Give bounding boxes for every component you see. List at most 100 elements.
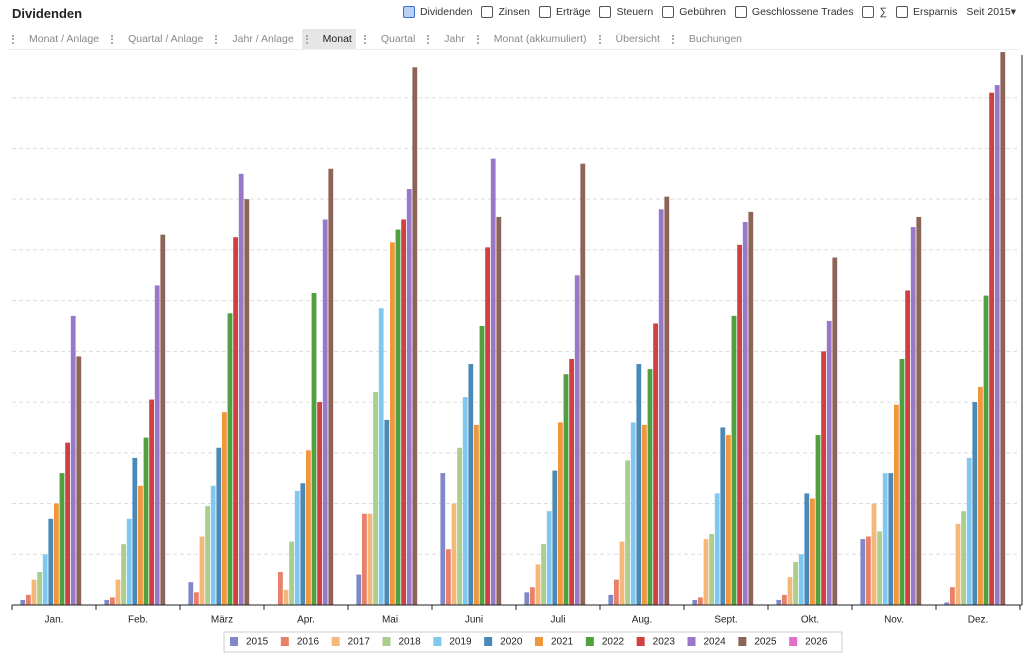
bar	[787, 577, 793, 605]
bar	[356, 574, 362, 605]
tab[interactable]: Quartal / Anlage	[107, 29, 207, 49]
bar	[367, 513, 373, 605]
bar	[832, 257, 838, 605]
tab[interactable]: Jahr	[423, 29, 468, 49]
bar	[210, 485, 216, 605]
bar	[496, 216, 502, 605]
bar	[194, 592, 199, 605]
bar	[373, 391, 378, 605]
tab[interactable]: Übersicht	[595, 29, 664, 49]
tab-icon	[111, 34, 123, 44]
bar	[726, 435, 731, 605]
bar	[955, 523, 961, 605]
toolbar-item[interactable]: Gebühren	[662, 6, 726, 18]
bar	[541, 544, 546, 605]
bar	[793, 561, 798, 605]
legend-label: 2016	[297, 637, 320, 648]
toolbar-item[interactable]: ∑	[862, 6, 887, 18]
toolbar-item[interactable]: Ersparnis	[895, 6, 957, 18]
bar	[748, 211, 754, 605]
legend-swatch	[230, 637, 238, 646]
bar	[983, 295, 989, 605]
bar	[37, 572, 42, 605]
bar	[446, 549, 451, 605]
bar	[798, 554, 804, 605]
tab[interactable]: Quartal	[360, 29, 419, 49]
x-tick-label: Aug.	[632, 615, 653, 626]
bar	[530, 587, 535, 605]
bar	[143, 437, 149, 605]
bar	[395, 229, 401, 606]
bar	[278, 572, 283, 605]
tab-icon	[305, 34, 318, 44]
tab[interactable]: Monat (akkumuliert)	[473, 29, 591, 49]
bar	[552, 470, 558, 605]
tab-icon	[598, 34, 611, 44]
bar	[877, 531, 882, 605]
toolbar-label: Dividenden	[419, 6, 473, 18]
legend-swatch	[535, 637, 543, 646]
bar	[664, 196, 670, 606]
toolbar-item[interactable]: Steuern	[599, 6, 653, 18]
bar	[569, 358, 574, 605]
bar	[115, 579, 121, 605]
tab[interactable]: Buchungen	[668, 29, 746, 49]
bar	[233, 237, 238, 605]
bar	[944, 602, 950, 605]
bar	[608, 594, 614, 605]
bar	[384, 419, 390, 605]
checkbox	[895, 6, 908, 18]
legend-label: 2026	[805, 637, 828, 648]
legend-swatch	[433, 637, 442, 646]
legend-swatch	[738, 637, 747, 646]
bar	[31, 579, 37, 605]
toolbar-item[interactable]: Erträge	[539, 6, 590, 18]
bar	[390, 242, 395, 606]
tab-icon	[12, 34, 24, 44]
bar	[406, 189, 412, 605]
bar	[238, 173, 244, 605]
bar	[714, 493, 720, 605]
legend-label: 2017	[348, 637, 371, 648]
bar	[462, 397, 468, 605]
tab[interactable]: Monat	[301, 29, 356, 49]
checkbox	[539, 6, 551, 18]
checkbox	[599, 6, 612, 18]
bar	[989, 92, 994, 606]
bar	[966, 457, 972, 605]
bar	[630, 422, 636, 605]
x-tick-label: Juli	[550, 615, 565, 626]
toolbar-item[interactable]: Geschlossene Trades	[734, 6, 853, 18]
legend-label: 2024	[704, 637, 727, 648]
bar	[227, 313, 233, 605]
tab[interactable]: Jahr / Anlage	[211, 29, 297, 49]
range-select[interactable]: Seit 2015 ▾	[966, 6, 1016, 18]
tab-label: Quartal	[380, 33, 416, 45]
bar	[76, 356, 82, 605]
bar	[978, 386, 983, 605]
tab[interactable]: Monat / Anlage	[8, 29, 103, 49]
x-tick-label: Okt.	[801, 615, 819, 626]
bar	[546, 511, 552, 605]
x-tick-label: Juni	[465, 615, 483, 626]
x-tick-label: Feb.	[128, 615, 148, 626]
bar	[709, 533, 714, 605]
bar	[468, 364, 474, 605]
bar	[322, 219, 328, 606]
x-tick-label: Dez.	[968, 615, 989, 626]
bar	[731, 315, 737, 605]
title: Dividenden	[12, 6, 83, 21]
tab-label: Übersicht	[615, 33, 660, 45]
bar	[378, 308, 384, 605]
bar	[821, 351, 826, 605]
bar	[647, 369, 653, 605]
bar	[580, 163, 586, 605]
bar	[950, 587, 955, 605]
toolbar-item[interactable]: Dividenden	[402, 6, 473, 18]
toolbar-item[interactable]: Zinsen	[481, 6, 530, 18]
bar	[289, 541, 294, 605]
bar	[457, 447, 462, 605]
legend-swatch	[789, 637, 798, 646]
bar	[888, 473, 894, 605]
